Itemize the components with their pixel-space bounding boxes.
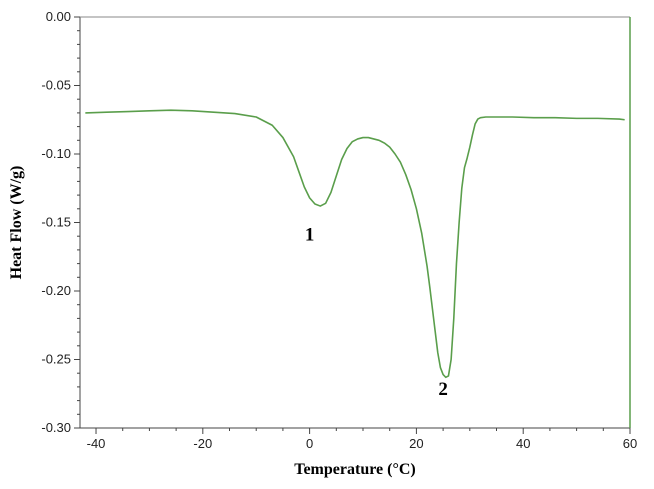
- y-tick-label: -0.25: [41, 352, 71, 367]
- heat-flow-line: [85, 109, 625, 379]
- y-axis: 0.00 -0.05 -0.10 -0.15 -0.20 -0.25 -0.30: [41, 9, 80, 435]
- y-tick-label: -0.20: [41, 283, 71, 298]
- x-axis: -40 -20 0 20 40 60: [87, 428, 637, 451]
- x-tick-label: 20: [409, 436, 423, 451]
- x-tick-label: 40: [516, 436, 530, 451]
- series-layer: [85, 109, 625, 379]
- y-tick-label: -0.10: [41, 146, 71, 161]
- x-tick-label: -40: [87, 436, 106, 451]
- x-axis-title: Temperature (°C): [294, 461, 415, 478]
- y-tick-label: -0.30: [41, 420, 71, 435]
- y-tick-label: -0.15: [41, 215, 71, 230]
- plot-frame: [79, 16, 631, 429]
- x-tick-label: 0: [306, 436, 313, 451]
- peak-label-1: 1: [305, 224, 315, 245]
- y-tick-label: 0.00: [46, 9, 71, 24]
- x-tick-label: 60: [623, 436, 637, 451]
- y-axis-title: Heat Flow (W/g): [8, 166, 25, 280]
- y-tick-label: -0.05: [41, 78, 71, 93]
- annotations: 12: [305, 224, 448, 400]
- x-tick-label: -20: [193, 436, 212, 451]
- peak-label-2: 2: [438, 379, 448, 400]
